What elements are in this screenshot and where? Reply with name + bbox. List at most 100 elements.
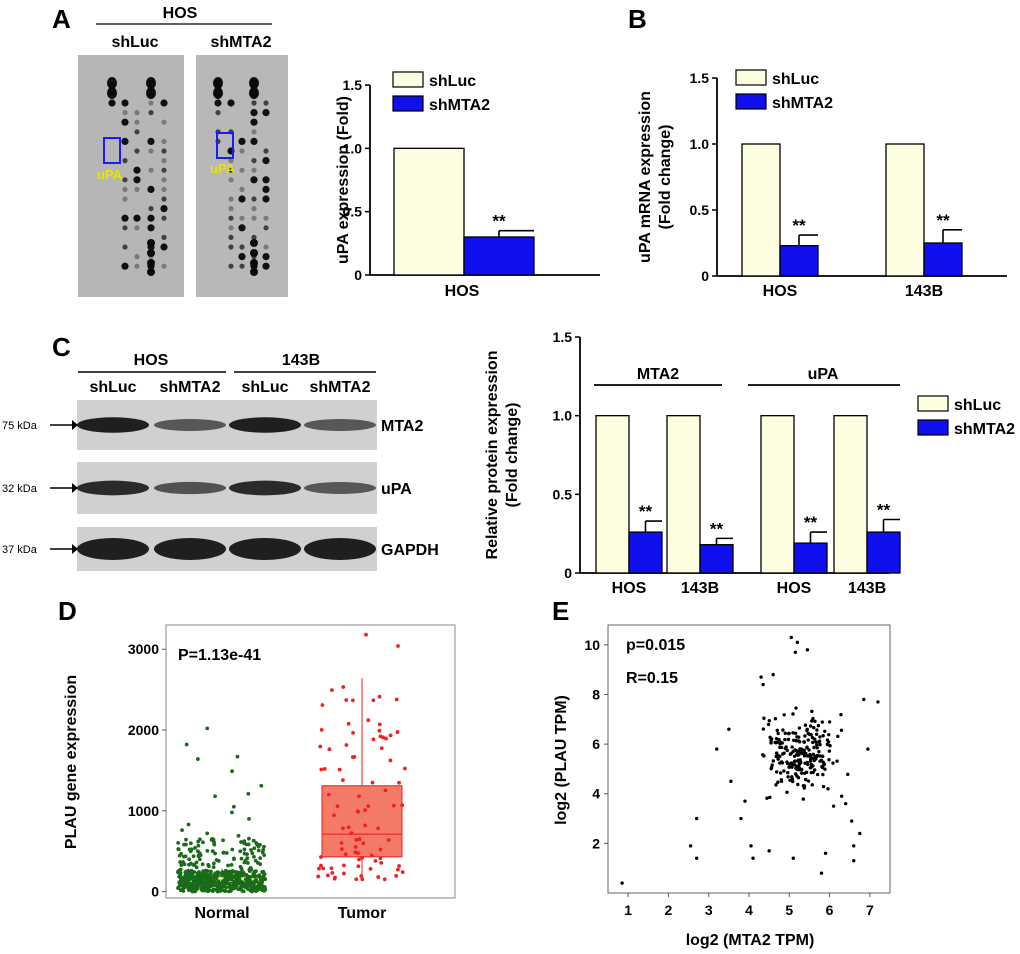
bar-shluc bbox=[393, 147, 465, 276]
array-spot bbox=[262, 109, 270, 117]
normal-point bbox=[238, 849, 243, 854]
scatter-point bbox=[818, 759, 822, 763]
tumor-point bbox=[346, 721, 351, 726]
tumor-point bbox=[339, 841, 344, 845]
array-spots-shluc bbox=[107, 77, 168, 276]
panel-a: A HOS shLuc shMTA2 uPA uPA 0 0.5 1.0 1.5 uPA… bbox=[52, 4, 600, 300]
bar-shmta2 bbox=[793, 542, 828, 574]
scatter-point bbox=[811, 752, 816, 757]
normal-point bbox=[245, 861, 250, 865]
scatter-point bbox=[778, 761, 782, 765]
x-tick-label: 5 bbox=[785, 902, 793, 918]
tumor-point bbox=[371, 698, 376, 703]
scatter-point bbox=[793, 650, 798, 654]
tumor-point bbox=[340, 778, 345, 783]
blot-band bbox=[77, 538, 149, 560]
bar-shluc bbox=[760, 415, 795, 574]
scatter-point bbox=[809, 733, 813, 737]
normal-point bbox=[235, 876, 240, 881]
scatter-point bbox=[817, 750, 821, 754]
scatter-point bbox=[827, 749, 832, 753]
array-spot bbox=[134, 263, 140, 269]
plot-frame bbox=[607, 624, 891, 894]
tumor-point bbox=[396, 644, 400, 648]
scatter-point bbox=[796, 775, 801, 780]
array-spot bbox=[239, 215, 245, 221]
normal-point bbox=[251, 838, 256, 843]
array-spot bbox=[213, 77, 223, 89]
scatter-point bbox=[810, 709, 814, 714]
scatter-point bbox=[791, 712, 795, 716]
scatter-point bbox=[794, 752, 799, 757]
scatter-point bbox=[761, 682, 765, 687]
normal-point bbox=[235, 880, 240, 885]
array-spot bbox=[134, 186, 140, 192]
array-col-shmta2: shMTA2 bbox=[210, 34, 271, 51]
tumor-point bbox=[377, 722, 382, 727]
scatter-point bbox=[806, 754, 810, 758]
x-category-label: HOS bbox=[445, 283, 480, 300]
normal-point bbox=[240, 873, 244, 878]
normal-point bbox=[229, 877, 233, 882]
tumor-point bbox=[318, 744, 323, 749]
tumor-point bbox=[350, 698, 355, 703]
array-title: HOS bbox=[163, 5, 198, 22]
scatter-point bbox=[812, 768, 817, 772]
y-tick-label: 0 bbox=[564, 565, 572, 581]
array-spot bbox=[161, 119, 167, 125]
scatter-point bbox=[803, 734, 807, 738]
scatter-point bbox=[809, 762, 814, 767]
tumor-point bbox=[394, 874, 399, 878]
normal-point bbox=[226, 881, 231, 886]
normal-point bbox=[243, 858, 248, 863]
array-spot bbox=[251, 234, 257, 240]
blot-band bbox=[229, 417, 301, 433]
tumor-point bbox=[403, 766, 407, 771]
normal-point bbox=[233, 873, 238, 878]
normal-point bbox=[178, 867, 183, 872]
x-category-label: HOS bbox=[612, 580, 647, 597]
tumor-point bbox=[366, 804, 371, 809]
y-tick-label: 3000 bbox=[128, 641, 159, 657]
scatter-point bbox=[809, 765, 813, 770]
tumor-point bbox=[326, 792, 331, 797]
scatter-point bbox=[795, 640, 800, 645]
array-spot bbox=[238, 137, 246, 145]
significance-label: ** bbox=[710, 519, 724, 538]
scatter-point bbox=[812, 725, 816, 730]
normal-point bbox=[190, 889, 195, 894]
scatter-point bbox=[789, 635, 793, 640]
blot-protein-label: uPA bbox=[381, 481, 412, 498]
normal-point bbox=[239, 840, 243, 844]
normal-point bbox=[202, 888, 207, 893]
scatter-point bbox=[866, 747, 870, 751]
y-axis-label: Relative protein expression bbox=[484, 351, 501, 560]
normal-point bbox=[246, 791, 251, 796]
scatter-point bbox=[694, 856, 699, 860]
scatter-point bbox=[817, 740, 821, 744]
scatter-point bbox=[815, 728, 819, 732]
scatter-point bbox=[774, 783, 778, 787]
array-spot bbox=[122, 110, 128, 116]
normal-point bbox=[240, 889, 245, 893]
tumor-point bbox=[373, 859, 378, 863]
tumor-point bbox=[337, 767, 342, 772]
blot-band bbox=[229, 538, 301, 560]
y-tick-label: 0 bbox=[354, 267, 362, 283]
scatter-point bbox=[799, 760, 803, 765]
bar-shluc bbox=[595, 415, 630, 574]
scatter-point bbox=[823, 851, 828, 855]
scatter-point bbox=[801, 797, 805, 801]
scatter-point bbox=[799, 771, 804, 775]
array-spot bbox=[147, 185, 155, 193]
scatter-point bbox=[743, 799, 747, 803]
tumor-point bbox=[356, 864, 361, 869]
scatter-point bbox=[803, 723, 808, 727]
scatter-point bbox=[827, 758, 831, 762]
scatter-point bbox=[862, 697, 866, 702]
array-spot bbox=[147, 259, 155, 267]
y-tick-label: 8 bbox=[592, 686, 600, 702]
normal-point bbox=[242, 839, 247, 844]
blot-protein-label: GAPDH bbox=[381, 542, 439, 559]
normal-point bbox=[244, 842, 249, 847]
